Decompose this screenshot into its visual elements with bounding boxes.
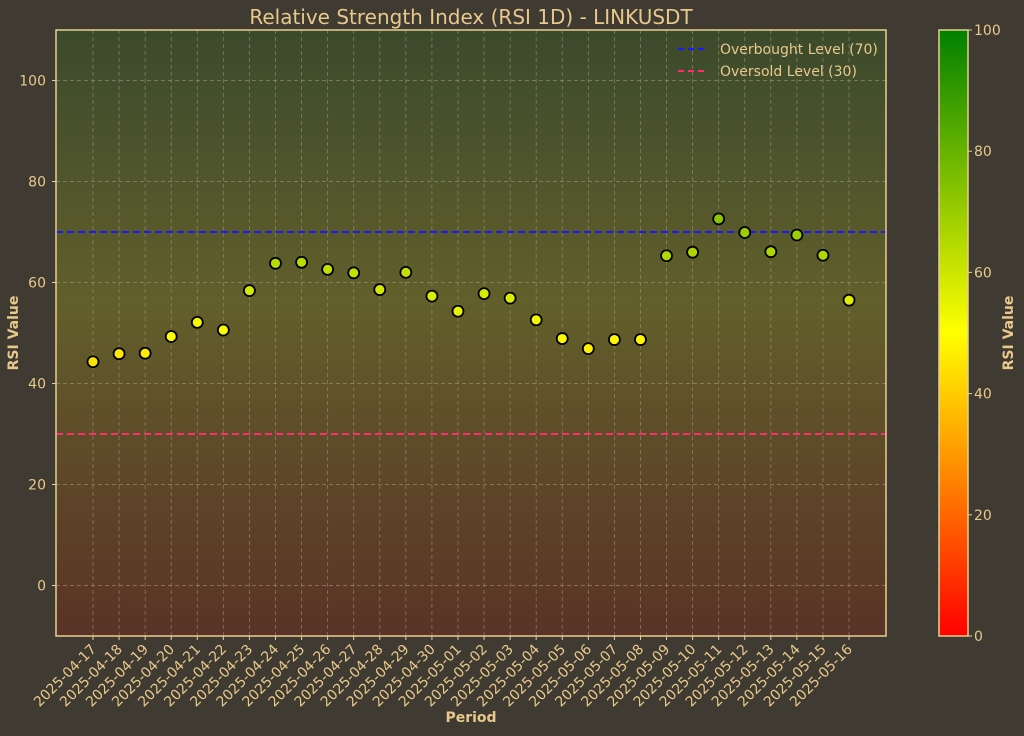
data-point — [451, 304, 465, 318]
data-point — [373, 283, 387, 296]
data-point — [477, 287, 491, 301]
colorbar-label: RSI Value — [1001, 296, 1017, 371]
data-point — [686, 245, 700, 259]
colorbar-tick-label: 60 — [974, 265, 992, 281]
colorbar-ticks: 0 20 40 60 80 100 — [968, 23, 1001, 645]
data-point — [608, 333, 621, 346]
data-point — [581, 342, 595, 356]
data-point — [269, 256, 282, 270]
data-point — [321, 262, 335, 276]
y-tick-label: 20 — [28, 478, 46, 494]
colorbar-tick-label: 20 — [974, 508, 992, 524]
x-axis-ticks: 2025-04-172025-04-182025-04-192025-04-20… — [31, 636, 856, 710]
data-point — [712, 212, 726, 226]
colorbar-tick-label: 80 — [974, 144, 992, 160]
data-point — [425, 289, 439, 303]
y-tick-label: 100 — [19, 74, 46, 90]
data-point — [764, 245, 778, 259]
data-point — [503, 291, 517, 305]
x-axis-label: Period — [445, 710, 496, 726]
data-point — [86, 355, 100, 369]
reference-lines — [56, 231, 886, 435]
y-axis-ticks: 0 20 40 60 80 100 — [19, 74, 56, 595]
y-tick-label: 60 — [28, 276, 46, 292]
plot-frame — [55, 29, 887, 637]
data-point — [190, 315, 204, 329]
colorbar-tick-label: 0 — [974, 629, 983, 645]
data-point — [555, 332, 569, 345]
y-axis-label: RSI Value — [6, 296, 22, 371]
y-tick-label: 40 — [28, 377, 46, 393]
grid-lines — [56, 30, 886, 636]
data-point — [295, 255, 308, 269]
data-point — [790, 228, 804, 242]
y-tick-label: 80 — [28, 175, 46, 191]
colorbar-gradient-bar — [938, 29, 969, 637]
data-point — [634, 333, 647, 346]
chart-title: Relative Strength Index (RSI 1D) - LINKU… — [249, 5, 693, 29]
colorbar-tick-label: 100 — [974, 23, 1001, 39]
data-point — [216, 323, 230, 337]
legend: Overbought Level (70) Oversold Level (30… — [678, 42, 878, 80]
plot-background — [56, 30, 886, 636]
data-point — [164, 330, 178, 343]
legend-oversold-label: Oversold Level (30) — [720, 64, 857, 80]
data-point — [138, 346, 152, 360]
data-point — [529, 313, 543, 327]
data-point — [399, 265, 413, 279]
data-point — [660, 249, 673, 263]
data-point — [738, 226, 752, 239]
data-point — [347, 266, 361, 280]
data-point — [816, 248, 830, 262]
colorbar-tick-label: 40 — [974, 387, 992, 403]
data-point — [243, 284, 256, 297]
y-tick-label: 0 — [37, 579, 46, 595]
legend-overbought-label: Overbought Level (70) — [720, 42, 878, 58]
data-point — [112, 347, 126, 361]
colorbar: 0 20 40 60 80 100 RSI Value — [938, 23, 1017, 645]
data-point — [842, 293, 856, 307]
data-points — [86, 212, 856, 369]
